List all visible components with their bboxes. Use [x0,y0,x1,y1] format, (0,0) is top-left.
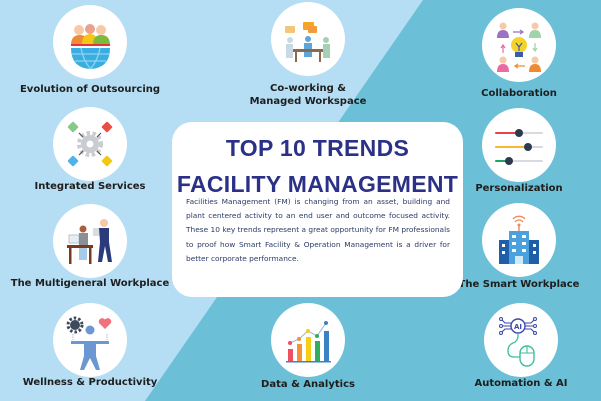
trend-label-coworking-line2: Managed Workspace [249,96,367,107]
office-workers-icon [53,204,127,278]
title-top-10-trends: TOP 10 TRENDS [225,135,410,161]
trend-label-collaboration: Collaboration [481,88,557,99]
svg-text:AI: AI [514,323,522,331]
lightbulb-team-icon [482,8,556,82]
intro-description: Facilities Management (FM) is changing f… [186,197,450,263]
trend-label-smart-workplace: The Smart Workplace [458,279,580,290]
people-globe-icon [53,5,127,79]
smart-building-icon [482,203,556,277]
ai-mouse-icon: AI [484,303,558,377]
meeting-table-icon [271,2,345,76]
sliders-icon [482,108,556,182]
trend-label-personalization: Personalization [475,183,563,194]
trend-label-automation-ai: Automation & AI [474,378,568,389]
trend-label-integrated-services: Integrated Services [34,181,146,192]
trend-label-wellness-productivity: Wellness & Productivity [22,377,158,388]
trend-label-coworking-line1: Co-working & [270,83,346,94]
intro-card: TOP 10 TRENDS FACILITY MANAGEMENT Facili… [172,122,463,297]
title-facility-management: FACILITY MANAGEMENT [176,171,459,197]
bar-chart-icon [271,303,345,377]
trend-label-multigeneral-workplace: The Multigeneral Workplace [10,278,170,289]
person-balance-icon [53,303,127,377]
trend-label-evolution-of-outsourcing: Evolution of Outsourcing [19,84,161,95]
trend-label-data-analytics: Data & Analytics [261,379,355,390]
gear-network-icon [53,107,127,181]
